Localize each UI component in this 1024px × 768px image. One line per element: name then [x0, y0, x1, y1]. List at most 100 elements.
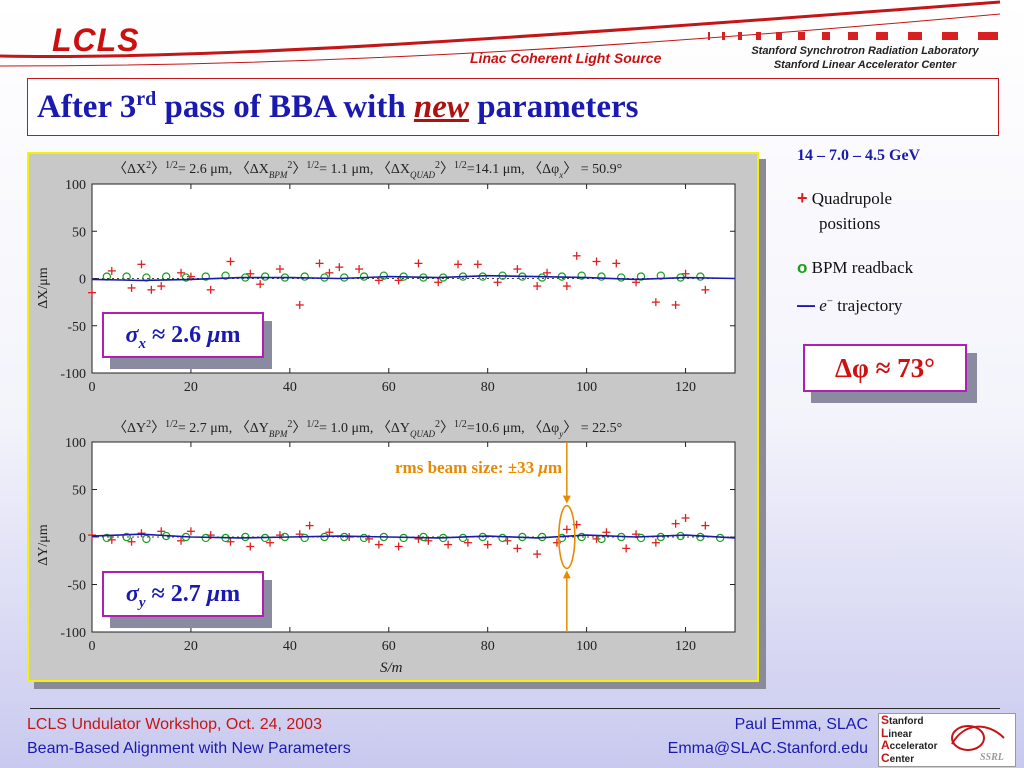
quad-point — [177, 536, 186, 545]
footer-talk-title: Beam-Based Alignment with New Parameters — [27, 740, 351, 757]
sigma-x-mu: μ — [207, 322, 221, 348]
quad-point — [88, 288, 96, 297]
quad-point — [622, 544, 631, 553]
bottom-annotation: 〈ΔY2〉1/2= 2.7 μm, 〈ΔYBPM2〉1/2= 1.0 μm, 〈… — [113, 419, 622, 439]
quad-point — [414, 534, 423, 543]
title-part-2: pass of BBA with — [156, 89, 414, 125]
legend-bpm-label: BPM readback — [811, 258, 914, 277]
quad-point — [671, 300, 680, 309]
y-tick-label: 100 — [65, 178, 86, 193]
x-axis-label: S/m — [380, 660, 403, 676]
legend-quad-label: Quadrupole — [811, 189, 893, 208]
quad-point — [107, 535, 116, 544]
quad-point — [355, 265, 364, 274]
quad-point — [671, 519, 680, 528]
rms-beam-size-label: rms beam size: ±33 μm — [395, 458, 562, 478]
quad-point — [325, 268, 334, 277]
sigma-y-m: m — [220, 581, 241, 607]
bpm-point — [577, 271, 586, 280]
quad-point — [246, 542, 255, 551]
bpm-point — [617, 273, 626, 282]
legend-traj: — e− trajectory — [797, 295, 902, 316]
quad-point — [533, 550, 542, 559]
title-box — [27, 78, 999, 136]
sigma-x-val: ≈ 2.6 — [145, 322, 208, 348]
page-title: After 3rd pass of BBA with new parameter… — [37, 88, 638, 126]
bpm-point — [636, 272, 646, 281]
bpm-point — [359, 533, 369, 543]
rms-ellipse — [558, 504, 576, 570]
lab-names: Stanford Synchrotron Radiation Laborator… — [730, 44, 1000, 72]
x-tick-label: 20 — [184, 639, 198, 654]
y-tick-label: 0 — [79, 531, 86, 546]
legend-quad: + Quadrupole — [797, 188, 892, 209]
quad-point — [88, 531, 96, 540]
bpm-point — [300, 272, 309, 281]
quad-point — [206, 285, 215, 294]
x-tick-label: 0 — [89, 380, 96, 395]
quad-point — [701, 285, 710, 294]
title-sup: rd — [136, 88, 157, 110]
sigma-y-val: ≈ 2.7 — [145, 581, 207, 607]
top-annotation: 〈ΔX2〉1/2= 2.6 μm, 〈ΔXBPM2〉1/2= 1.1 μm, 〈… — [113, 160, 622, 180]
quad-point — [473, 260, 482, 269]
quad-point — [157, 527, 166, 536]
bpm-point — [142, 273, 151, 282]
plus-icon: + — [797, 188, 808, 208]
quad-point — [127, 537, 136, 546]
quad-point — [394, 542, 403, 551]
slac-logo-text: Stanford Linear Accelerator Center — [881, 713, 938, 765]
quad-point — [454, 260, 463, 269]
x-tick-label: 100 — [576, 639, 597, 654]
bpm-point — [597, 272, 606, 281]
bpm-point — [498, 533, 507, 543]
quad-point — [275, 265, 284, 274]
quad-point — [226, 537, 235, 546]
quad-point — [463, 538, 472, 547]
quad-point — [483, 540, 492, 549]
quad-point — [226, 257, 235, 266]
footer-email: Emma@SLAC.Stanford.edu — [667, 740, 868, 757]
quad-point — [651, 298, 660, 307]
bpm-point — [122, 532, 131, 542]
quad-point — [572, 251, 581, 260]
rms-m: m — [547, 458, 563, 477]
y-tick-label: -100 — [60, 367, 86, 382]
quad-point — [374, 540, 383, 549]
quad-point — [315, 259, 324, 268]
quad-point — [434, 278, 443, 287]
quad-point — [394, 276, 403, 285]
trajectory-line — [91, 274, 736, 282]
y-tick-label: -50 — [67, 320, 86, 335]
x-tick-label: 60 — [382, 380, 396, 395]
circle-icon: o — [797, 258, 808, 277]
quad-point — [295, 300, 304, 309]
quad-point — [186, 527, 195, 536]
energy-label: 14 – 7.0 – 4.5 GeV — [797, 147, 921, 164]
ssrl-logo: SSRL — [951, 725, 1005, 763]
legend-bpm: o BPM readback — [797, 258, 913, 278]
y-tick-label: 100 — [65, 436, 86, 451]
sigma-x-m: m — [220, 322, 241, 348]
sigma-y-sub: y — [138, 594, 146, 611]
legend-traj-label: trajectory — [833, 296, 903, 315]
sigma-x-callout: σx ≈ 2.6 μm — [102, 312, 264, 358]
bpm-point — [636, 533, 646, 543]
quad-point — [444, 540, 453, 549]
quad-point — [137, 260, 146, 269]
header-subtitle: Linac Coherent Light Source — [470, 50, 662, 66]
dphi-callout: Δφ ≈ 73° — [803, 344, 967, 392]
sigma-x-sub: x — [138, 335, 146, 352]
bpm-point — [181, 273, 191, 282]
bpm-point — [696, 272, 705, 281]
quad-point — [651, 538, 660, 547]
bpm-point — [359, 272, 369, 281]
quad-point — [256, 280, 265, 289]
bpm-point — [142, 534, 151, 544]
quad-point — [246, 269, 255, 278]
y-tick-label: -100 — [60, 626, 86, 641]
quad-point — [414, 259, 423, 268]
quad-point — [612, 259, 621, 268]
bpm-point — [260, 272, 270, 281]
bpm-point — [300, 533, 309, 543]
